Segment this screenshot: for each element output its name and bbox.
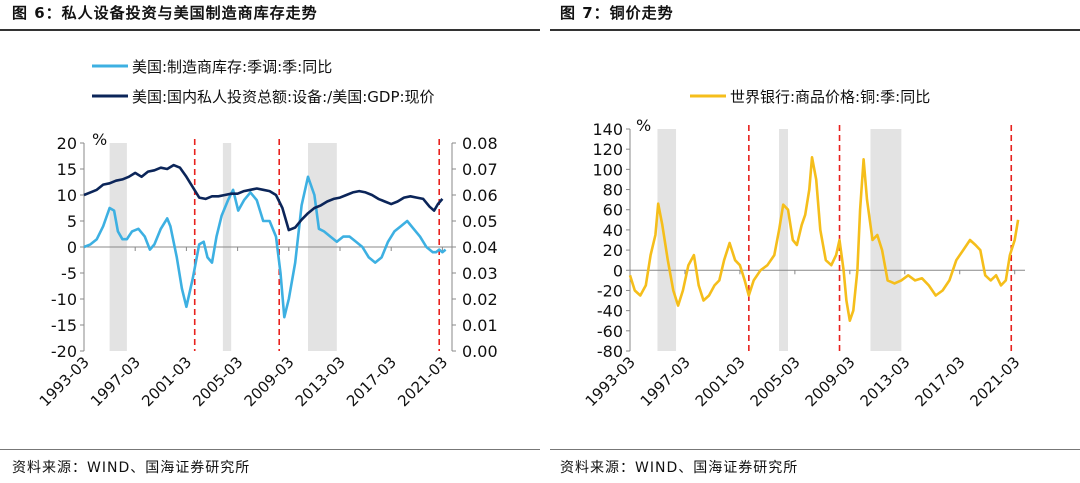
left-x-tick-label-6: 2017-03 [343,353,400,410]
right-y-left-tick-label-9: -40 [597,302,623,321]
left-source-note: 资料来源：WIND、国海证券研究所 [12,460,251,476]
left-x-tick-label-3: 2005-03 [189,353,246,410]
left-y-left-tick-label-2: 10 [57,186,77,205]
right-y-left-tick-label-10: -60 [597,322,623,341]
right-x-tick-label-3: 2005-03 [747,353,804,410]
left-series-line-1 [83,163,444,232]
left-y-left-tick-label-1: 15 [57,160,77,179]
left-y-right-tick-label-2: 0.06 [462,186,498,205]
left-y-right-tick-label-7: 0.01 [462,316,498,335]
right-bottom-rule [550,449,1080,450]
left-y-right-tick-label-5: 0.03 [462,264,498,283]
left-x-tick-label-1: 1997-03 [87,353,144,410]
left-y-left-tick-label-6: -10 [51,290,77,309]
left-x-tick-label-7: 2021-03 [394,353,451,410]
right-x-tick-label-2: 2001-03 [692,353,749,410]
left-y-left-tick-label-7: -15 [51,316,77,335]
right-y-left-tick-label-8: -20 [597,281,623,300]
left-y-right-tick-label-4: 0.04 [462,238,498,257]
left-legend-label-0: 美国:制造商库存:季调:季:同比 [132,58,332,76]
left-y-right-tick-label-6: 0.02 [462,290,498,309]
right-y-left-tick-label-11: -80 [597,342,623,361]
right-top-rule [550,29,1080,31]
right-y-left-tick-label-7: 0 [613,261,623,280]
right-x-tick-label-0: 1993-03 [582,353,639,410]
left-x-tick-label-2: 2001-03 [138,353,195,410]
left-x-tick-label-5: 2013-03 [292,353,349,410]
right-y-left-tick-label-3: 80 [603,181,623,200]
right-shaded-period-1 [779,129,788,351]
left-figure-title: 图 6：私人设备投资与美国制造商库存走势 [12,4,318,22]
left-y-left-tick-label-5: -5 [61,264,77,283]
left-y-right-tick-label-0: 0.08 [462,134,498,153]
left-y-left-tick-label-3: 5 [67,212,77,231]
left-x-tick-label-4: 2009-03 [241,353,298,410]
left-top-rule [0,29,540,31]
left-y-left-tick-label-4: 0 [67,238,77,257]
left-x-tick-label-0: 1993-03 [36,353,93,410]
right-x-tick-label-1: 1997-03 [637,353,694,410]
right-x-tick-label-5: 2013-03 [857,353,914,410]
left-legend-label-1: 美国:国内私人投资总额:设备:/美国:GDP:现价 [132,88,435,106]
left-bottom-rule [0,449,540,450]
right-y-left-tick-label-1: 120 [592,140,623,159]
right-shaded-period-0 [657,129,677,351]
left-y-left-tick-label-8: -20 [51,342,77,361]
left-unit-label: % [92,130,107,149]
right-y-left-tick-label-2: 100 [592,160,623,179]
right-x-tick-label-4: 2009-03 [802,353,859,410]
left-series-line-0 [83,175,447,319]
right-source-note: 资料来源：WIND、国海证券研究所 [560,460,799,476]
left-chart: 20 15 10 5 0 -5 -10 -15 -20 0.08 0.07 0.06 0.05 0.04 0… [36,58,498,410]
right-x-tick-label-6: 2017-03 [912,353,969,410]
right-x-tick-label-7: 2021-03 [966,353,1023,410]
left-y-right-tick-label-3: 0.05 [462,212,498,231]
right-shaded-period-2 [870,129,902,351]
right-unit-label: % [636,116,651,135]
right-legend-label-0: 世界银行:商品价格:铜:季:同比 [730,88,930,106]
right-figure-title: 图 7：铜价走势 [560,4,674,22]
right-y-left-tick-label-5: 40 [603,221,623,240]
left-y-right-tick-label-1: 0.07 [462,160,498,179]
right-y-left-tick-label-4: 60 [603,201,623,220]
right-y-left-tick-label-6: 20 [603,241,623,260]
right-y-left-tick-label-0: 140 [592,120,623,139]
left-y-right-tick-label-8: 0.00 [462,342,498,361]
right-series-line-0 [628,156,1020,323]
left-y-left-tick-label-0: 20 [57,134,77,153]
